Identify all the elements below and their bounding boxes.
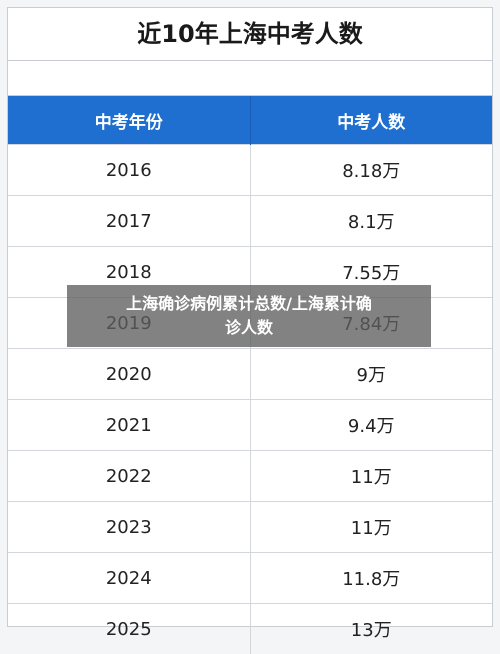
table-header-row: 中考年份 中考人数 — [8, 96, 492, 145]
cell-year: 2024 — [8, 553, 250, 604]
table-row: 2021 9.4万 — [8, 400, 492, 451]
caption-line-2: 诊人数 — [67, 316, 431, 340]
cell-count: 8.18万 — [250, 145, 492, 196]
cell-year: 2016 — [8, 145, 250, 196]
cell-year: 2023 — [8, 502, 250, 553]
page-title: 近10年上海中考人数 — [8, 8, 492, 61]
exam-count-table: 中考年份 中考人数 2016 8.18万 2017 8.1万 2018 7.55… — [8, 96, 492, 654]
table-row: 2020 9万 — [8, 349, 492, 400]
table-row: 2016 8.18万 — [8, 145, 492, 196]
cell-count: 13万 — [250, 604, 492, 654]
header-year: 中考年份 — [8, 96, 250, 145]
table-row: 2025 13万 — [8, 604, 492, 654]
table-row: 2017 8.1万 — [8, 196, 492, 247]
cell-year: 2025 — [8, 604, 250, 654]
cell-count: 11.8万 — [250, 553, 492, 604]
table-row: 2023 11万 — [8, 502, 492, 553]
cell-count: 9.4万 — [250, 400, 492, 451]
caption-overlay: 上海确诊病例累计总数/上海累计确 诊人数 — [67, 285, 431, 347]
cell-count: 8.1万 — [250, 196, 492, 247]
blank-row — [8, 61, 492, 96]
cell-year: 2020 — [8, 349, 250, 400]
cell-year: 2021 — [8, 400, 250, 451]
table-row: 2022 11万 — [8, 451, 492, 502]
cell-count: 9万 — [250, 349, 492, 400]
cell-year: 2017 — [8, 196, 250, 247]
cell-count: 11万 — [250, 502, 492, 553]
caption-line-1: 上海确诊病例累计总数/上海累计确 — [67, 292, 431, 316]
header-count: 中考人数 — [250, 96, 492, 145]
table-row: 2024 11.8万 — [8, 553, 492, 604]
cell-count: 11万 — [250, 451, 492, 502]
cell-year: 2022 — [8, 451, 250, 502]
